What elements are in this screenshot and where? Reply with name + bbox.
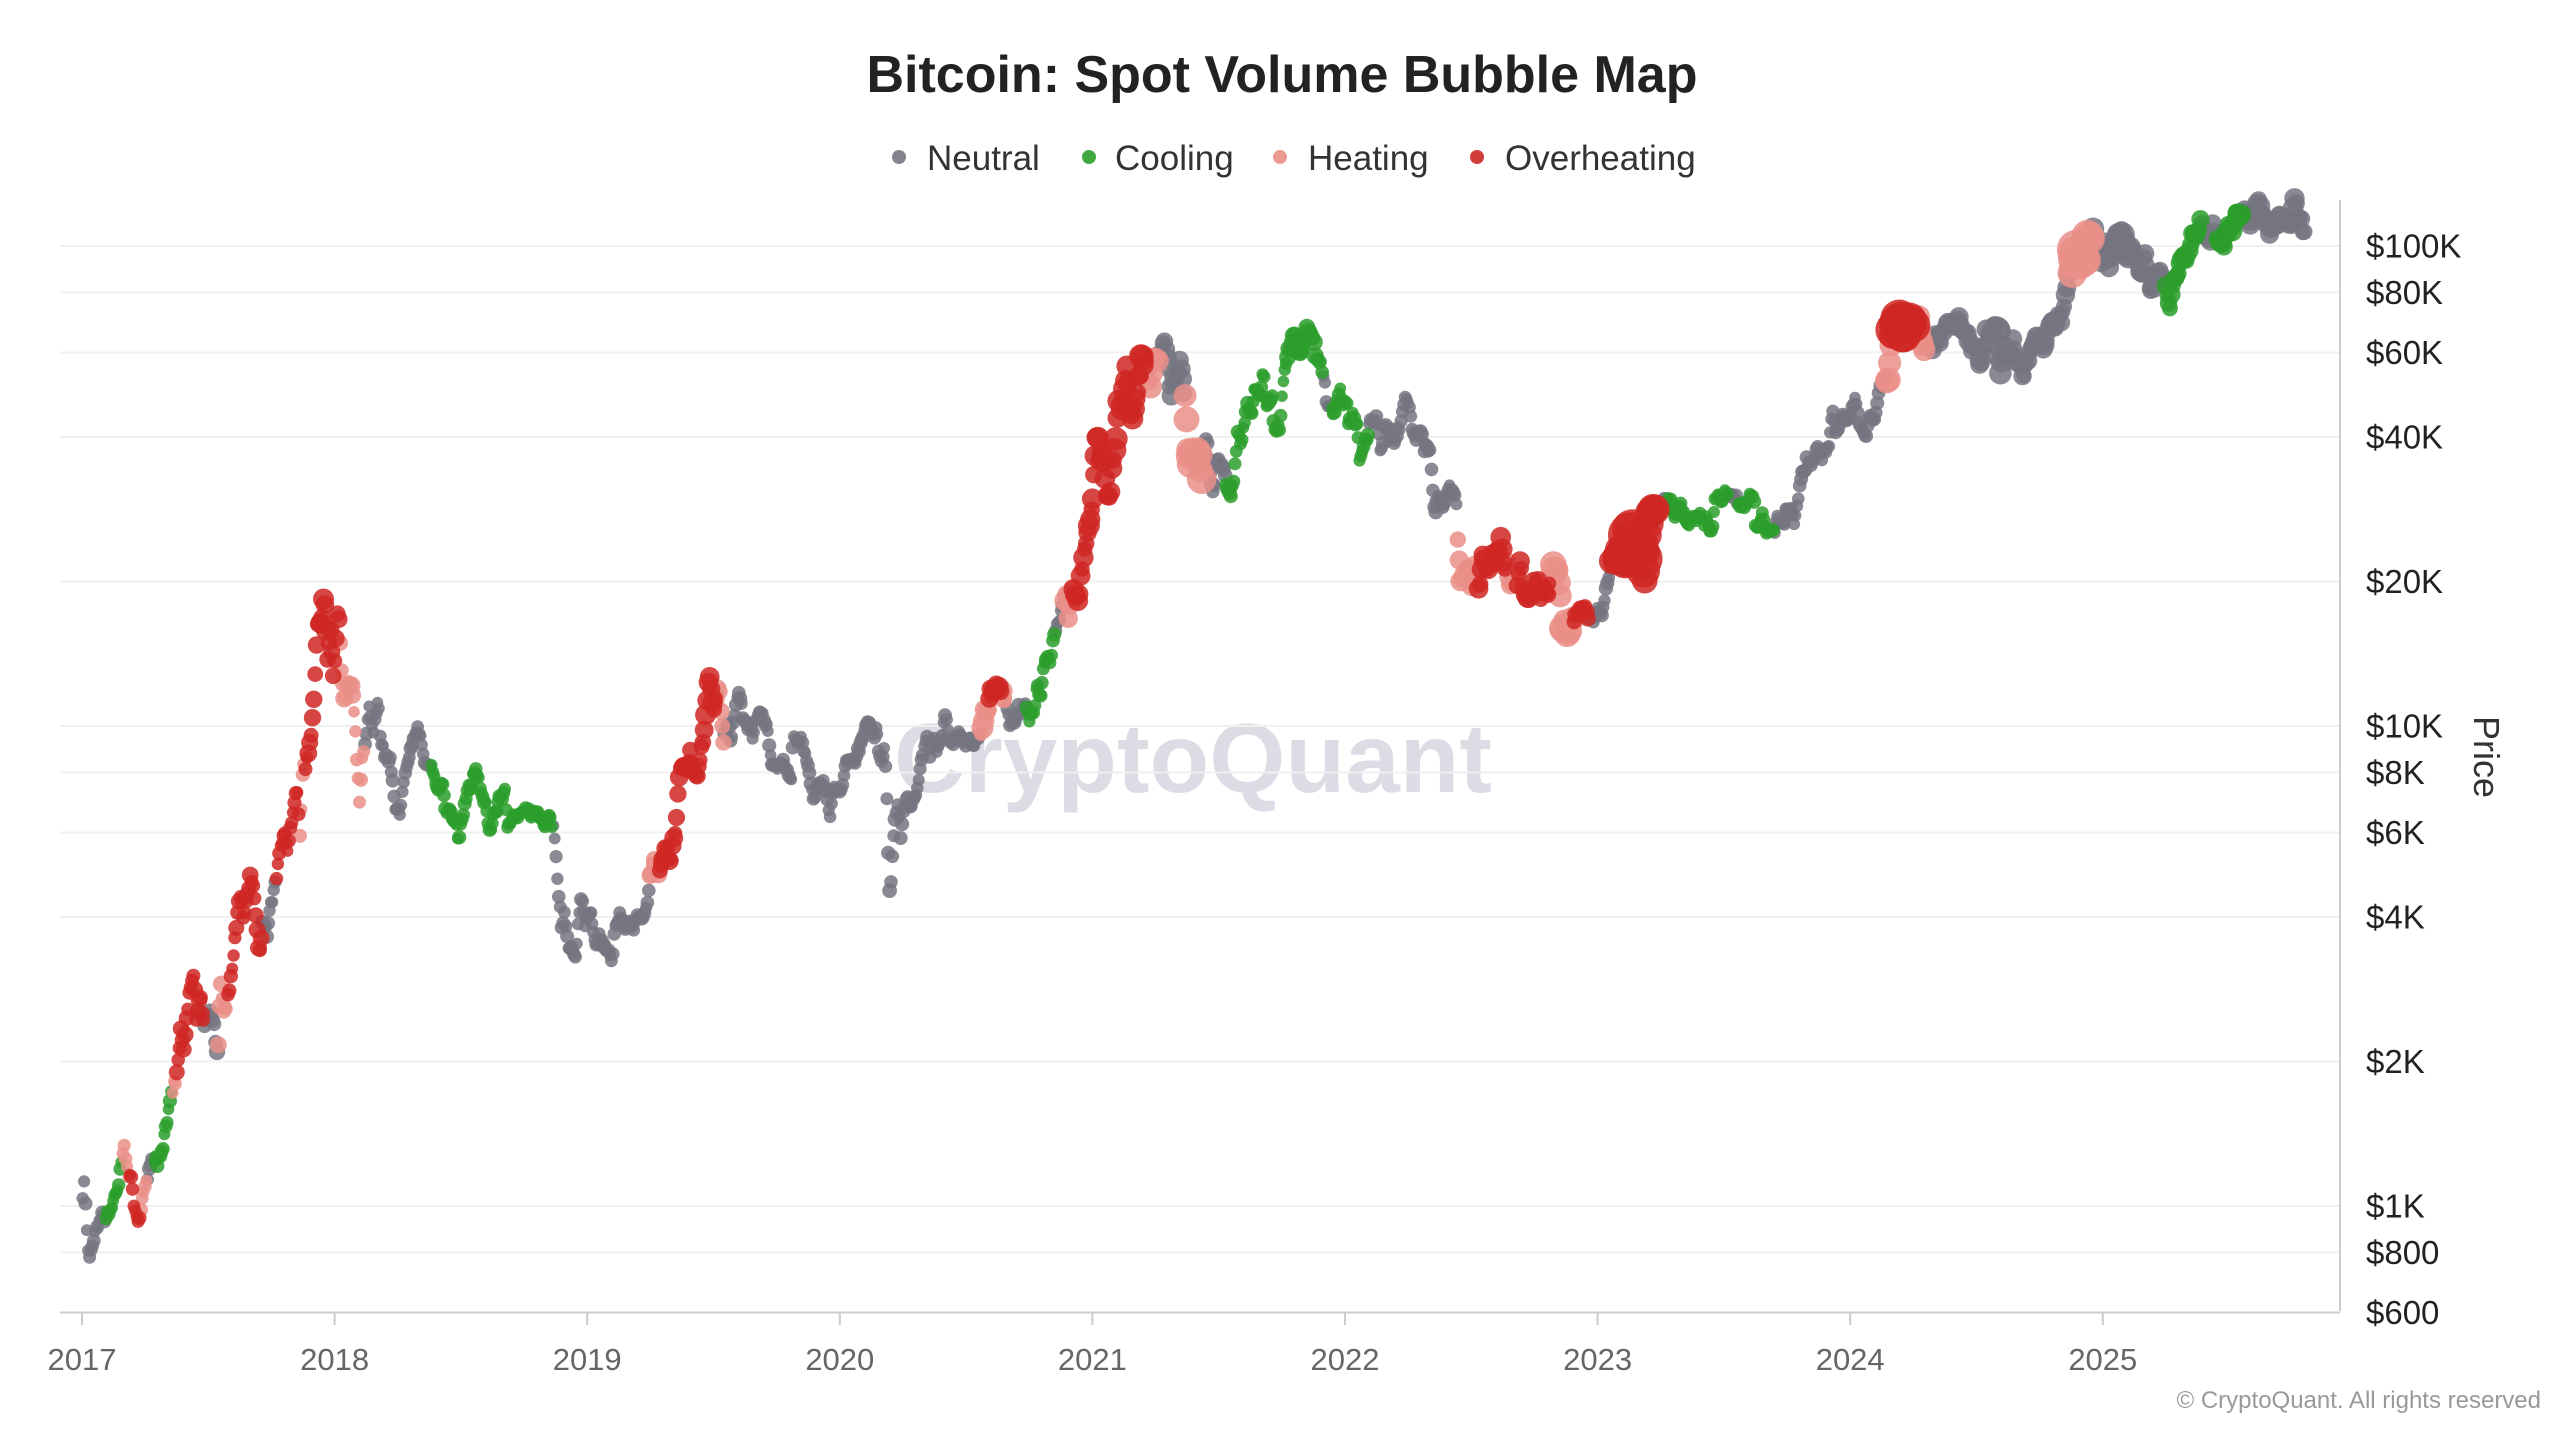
- svg-text:2025: 2025: [2068, 1342, 2137, 1377]
- svg-text:Bitcoin: Spot Volume Bubble Ma: Bitcoin: Spot Volume Bubble Map: [866, 46, 1697, 104]
- svg-text:$80K: $80K: [2366, 274, 2443, 311]
- svg-text:Price: Price: [2466, 716, 2507, 798]
- svg-text:$8K: $8K: [2366, 754, 2425, 791]
- svg-text:Cooling: Cooling: [1115, 139, 1234, 178]
- svg-text:$800: $800: [2366, 1234, 2439, 1271]
- svg-text:$10K: $10K: [2366, 708, 2443, 745]
- svg-text:2020: 2020: [805, 1342, 874, 1377]
- svg-text:$40K: $40K: [2366, 419, 2443, 456]
- svg-text:2021: 2021: [1058, 1342, 1127, 1377]
- svg-text:2022: 2022: [1311, 1342, 1380, 1377]
- svg-text:2023: 2023: [1563, 1342, 1632, 1377]
- svg-text:$60K: $60K: [2366, 334, 2443, 371]
- svg-text:$600: $600: [2366, 1294, 2439, 1331]
- svg-text:$2K: $2K: [2366, 1043, 2425, 1080]
- svg-text:$100K: $100K: [2366, 228, 2461, 265]
- svg-text:Neutral: Neutral: [927, 139, 1040, 178]
- svg-text:$6K: $6K: [2366, 814, 2425, 851]
- svg-text:$1K: $1K: [2366, 1188, 2425, 1225]
- svg-text:© CryptoQuant. All rights rese: © CryptoQuant. All rights reserved: [2177, 1387, 2542, 1414]
- svg-text:Overheating: Overheating: [1505, 139, 1696, 178]
- svg-text:$20K: $20K: [2366, 563, 2443, 600]
- svg-text:2024: 2024: [1816, 1342, 1885, 1377]
- svg-text:Heating: Heating: [1308, 139, 1429, 178]
- svg-text:2017: 2017: [48, 1342, 117, 1377]
- svg-text:$4K: $4K: [2366, 899, 2425, 936]
- svg-text:2018: 2018: [300, 1342, 369, 1377]
- svg-text:2019: 2019: [553, 1342, 622, 1377]
